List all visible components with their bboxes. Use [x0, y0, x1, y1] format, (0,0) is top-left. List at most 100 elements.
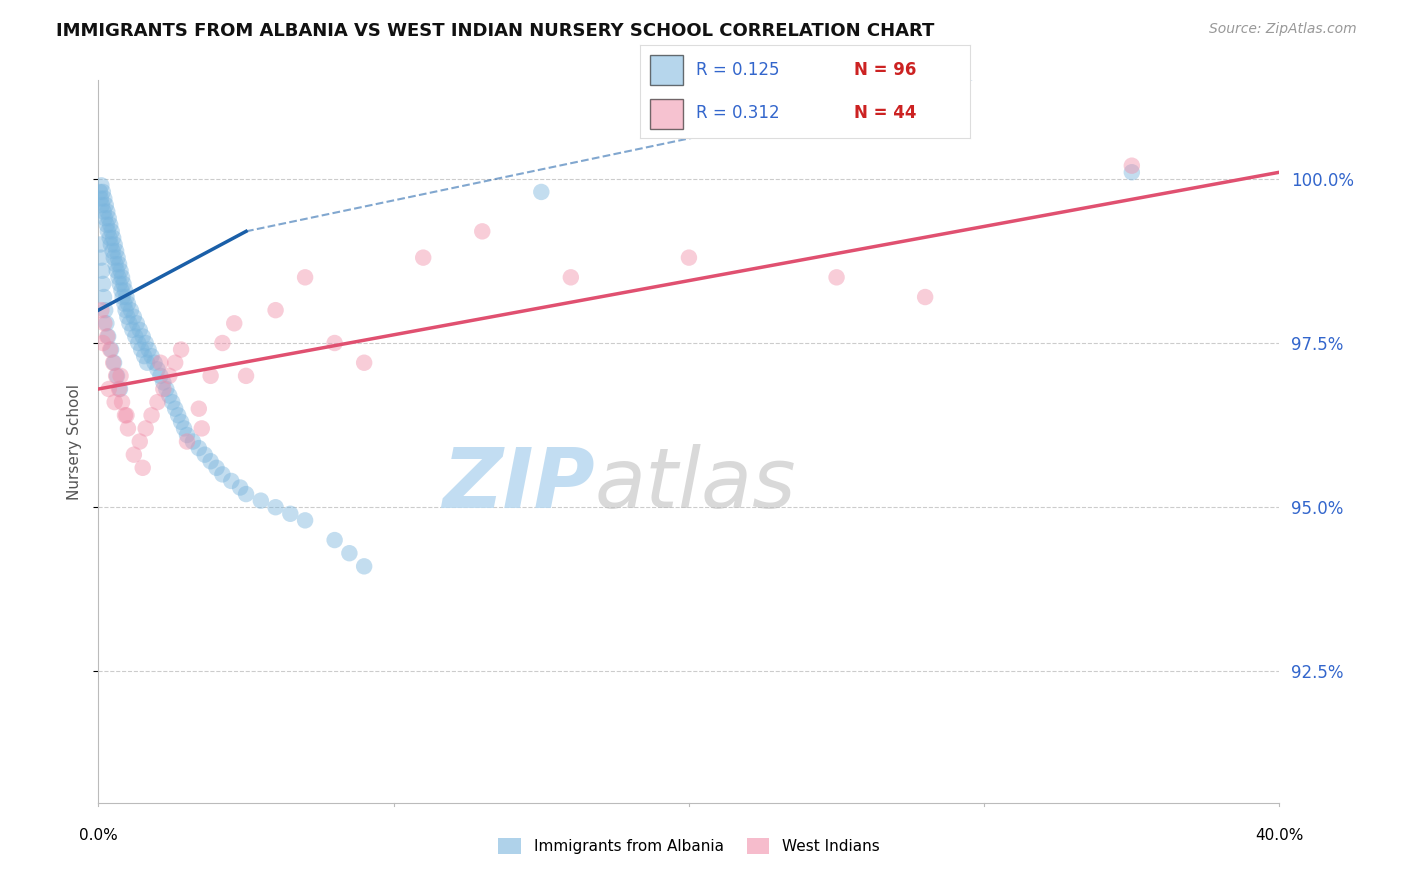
Point	[96, 316, 118, 330]
Point	[107, 251, 129, 265]
Point	[89, 185, 111, 199]
Point	[96, 204, 118, 219]
Point	[211, 336, 233, 351]
Point	[122, 310, 145, 324]
Point	[471, 224, 494, 238]
Text: Source: ZipAtlas.com: Source: ZipAtlas.com	[1209, 22, 1357, 37]
Point	[339, 546, 361, 560]
Point	[105, 244, 128, 258]
Point	[170, 415, 193, 429]
Point	[111, 270, 134, 285]
Point	[105, 264, 128, 278]
Point	[323, 533, 346, 547]
Point	[1121, 159, 1143, 173]
Point	[94, 198, 117, 212]
Point	[91, 336, 114, 351]
Point	[187, 441, 209, 455]
Point	[146, 395, 169, 409]
Text: N = 44: N = 44	[855, 104, 917, 122]
Point	[138, 343, 160, 357]
Point	[412, 251, 434, 265]
Point	[157, 368, 180, 383]
Point	[200, 368, 222, 383]
Text: N = 96: N = 96	[855, 61, 917, 78]
Point	[122, 448, 145, 462]
Point	[107, 270, 129, 285]
Point	[146, 362, 169, 376]
Point	[90, 303, 112, 318]
Point	[105, 368, 128, 383]
Text: 40.0%: 40.0%	[1256, 828, 1303, 843]
FancyBboxPatch shape	[650, 99, 683, 129]
Point	[93, 290, 115, 304]
Point	[211, 467, 233, 482]
Point	[115, 290, 138, 304]
Point	[96, 329, 118, 343]
Point	[224, 316, 246, 330]
Point	[111, 290, 134, 304]
Point	[103, 356, 125, 370]
Point	[170, 343, 193, 357]
Point	[149, 368, 172, 383]
Point	[353, 559, 375, 574]
Point	[114, 409, 136, 423]
Point	[132, 329, 155, 343]
Point	[96, 218, 118, 232]
Point	[294, 270, 316, 285]
Point	[103, 231, 125, 245]
Point	[90, 178, 112, 193]
Point	[103, 251, 125, 265]
Point	[117, 310, 139, 324]
Point	[117, 296, 139, 310]
Legend: Immigrants from Albania, West Indians: Immigrants from Albania, West Indians	[492, 832, 886, 860]
Text: R = 0.312: R = 0.312	[696, 104, 779, 122]
Text: R = 0.125: R = 0.125	[696, 61, 779, 78]
Point	[127, 336, 149, 351]
Point	[200, 454, 222, 468]
Point	[165, 401, 187, 416]
Point	[90, 192, 112, 206]
Point	[101, 244, 124, 258]
Point	[181, 434, 204, 449]
Point	[530, 185, 553, 199]
Point	[111, 395, 134, 409]
Point	[149, 356, 172, 370]
Point	[104, 395, 127, 409]
Point	[162, 395, 183, 409]
Point	[90, 251, 112, 265]
Point	[264, 303, 287, 318]
Point	[125, 316, 148, 330]
Point	[229, 481, 252, 495]
Point	[97, 329, 120, 343]
Point	[221, 474, 243, 488]
Text: atlas: atlas	[595, 444, 796, 525]
Point	[165, 356, 187, 370]
Point	[100, 343, 122, 357]
Point	[108, 382, 131, 396]
Point	[98, 231, 121, 245]
Point	[93, 204, 115, 219]
Point	[98, 343, 121, 357]
Point	[94, 303, 117, 318]
Point	[176, 434, 198, 449]
Point	[152, 376, 174, 390]
Y-axis label: Nursery School: Nursery School	[66, 384, 82, 500]
Point	[914, 290, 936, 304]
Point	[89, 237, 111, 252]
Text: IMMIGRANTS FROM ALBANIA VS WEST INDIAN NURSERY SCHOOL CORRELATION CHART: IMMIGRANTS FROM ALBANIA VS WEST INDIAN N…	[56, 22, 935, 40]
Point	[97, 224, 120, 238]
Point	[132, 460, 155, 475]
Point	[194, 448, 217, 462]
Point	[108, 277, 131, 291]
Point	[323, 336, 346, 351]
Point	[93, 192, 115, 206]
Point	[141, 409, 163, 423]
Point	[118, 316, 141, 330]
Point	[128, 323, 150, 337]
Point	[157, 388, 180, 402]
Point	[167, 409, 190, 423]
Point	[115, 409, 138, 423]
Point	[100, 224, 122, 238]
Point	[294, 513, 316, 527]
Point	[110, 368, 132, 383]
